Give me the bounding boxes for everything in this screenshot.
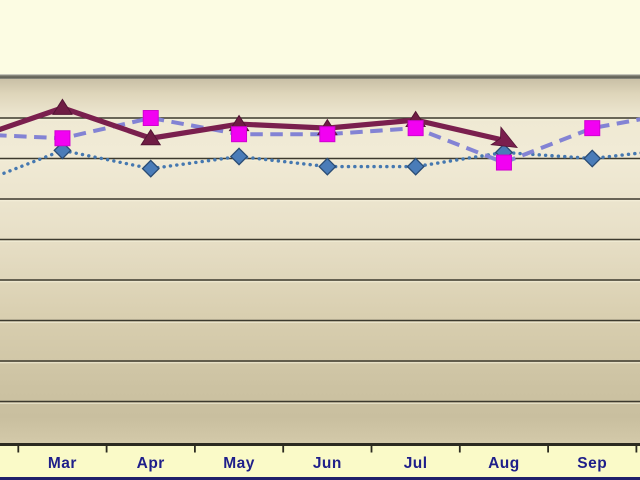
x-axis-label-apr: Apr	[136, 455, 165, 472]
x-axis-label-may: May	[223, 455, 255, 472]
chart-background-top	[0, 0, 640, 74]
x-axis-label-jul: Jul	[403, 455, 428, 472]
x-axis-label-band: Mar Apr May Jun Jul Aug Sep	[0, 446, 640, 477]
plot-area	[0, 79, 640, 446]
x-axis-label-sep: Sep	[577, 455, 608, 472]
x-axis-label-jun: Jun	[312, 455, 342, 472]
plot-area-top-border	[0, 74, 640, 79]
x-axis-label-mar: Mar	[47, 455, 77, 472]
window-edge-strip	[0, 477, 640, 480]
x-axis-label-aug: Aug	[488, 455, 520, 472]
